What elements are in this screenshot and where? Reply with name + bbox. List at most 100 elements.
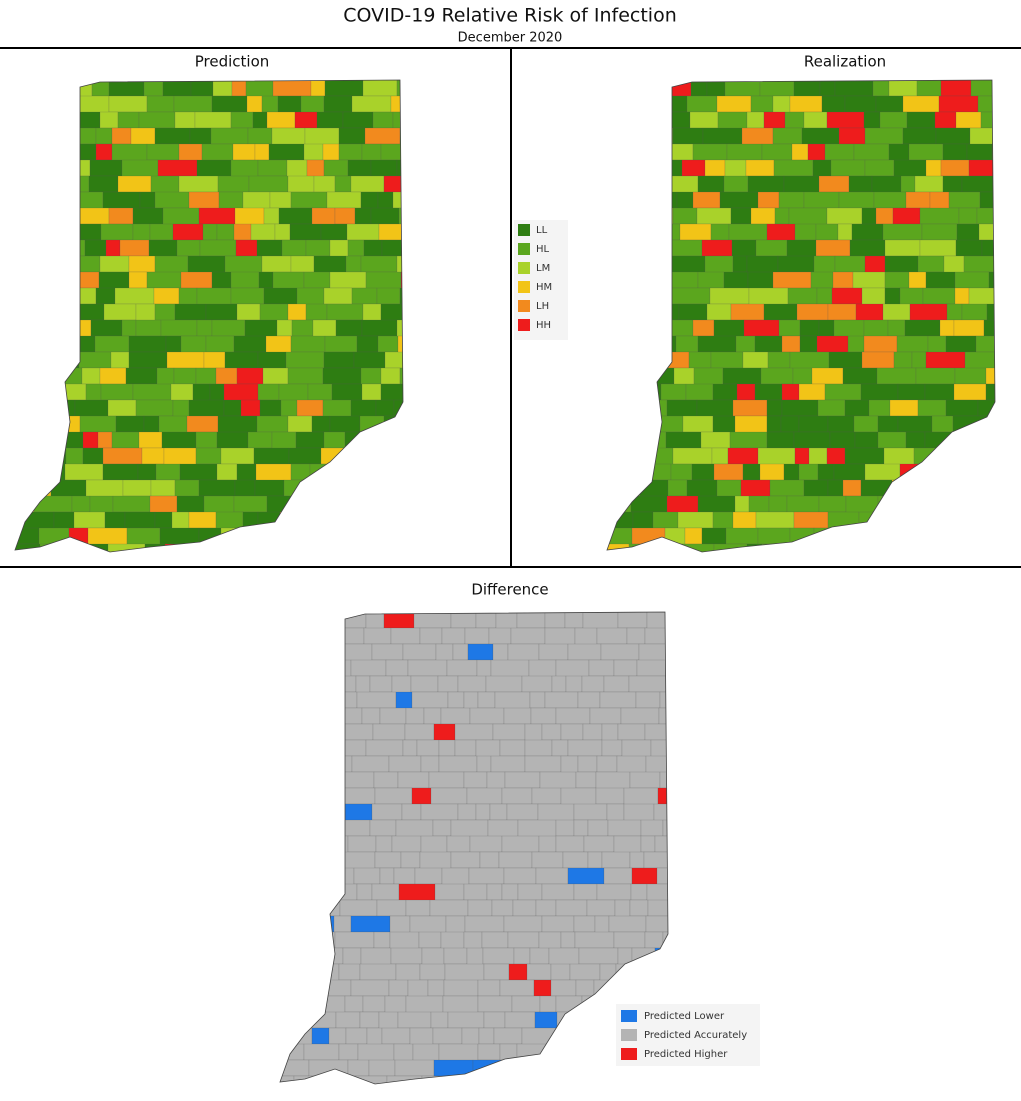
- region: [259, 399, 282, 417]
- region: [333, 915, 352, 933]
- region: [660, 271, 699, 289]
- region: [851, 223, 884, 241]
- region: [280, 1043, 305, 1061]
- region: [356, 335, 379, 353]
- region: [71, 111, 101, 129]
- region: [839, 543, 861, 552]
- region: [45, 239, 86, 257]
- region: [359, 495, 378, 513]
- region: [323, 351, 355, 369]
- region: [438, 739, 456, 757]
- region: [338, 787, 376, 805]
- region: [713, 463, 744, 481]
- region: [577, 1027, 600, 1061]
- region: [766, 399, 783, 417]
- region: [154, 191, 190, 209]
- region: [370, 207, 400, 225]
- region: [381, 239, 403, 257]
- region: [211, 271, 232, 289]
- region: [406, 416, 431, 432]
- region: [629, 111, 665, 129]
- region: [107, 399, 137, 417]
- region: [844, 447, 885, 465]
- region: [631, 979, 655, 997]
- region: [915, 367, 956, 385]
- region: [343, 707, 363, 725]
- region: [319, 1075, 336, 1084]
- region: [635, 303, 659, 321]
- region: [773, 159, 814, 177]
- region: [114, 287, 155, 305]
- region: [366, 511, 382, 529]
- region: [868, 399, 891, 417]
- region: [523, 1075, 548, 1084]
- region: [39, 223, 74, 241]
- legend-swatch: [621, 1029, 637, 1041]
- region: [350, 463, 383, 481]
- region: [380, 511, 400, 529]
- region: [954, 367, 987, 385]
- region: [361, 383, 382, 401]
- region: [195, 447, 222, 465]
- region: [526, 963, 552, 981]
- region: [373, 771, 399, 789]
- region: [324, 335, 358, 353]
- region: [393, 867, 416, 885]
- region: [345, 255, 362, 273]
- region: [607, 111, 631, 145]
- region: [350, 1075, 388, 1084]
- region: [887, 319, 906, 337]
- region: [596, 755, 618, 773]
- map-regions: [607, 80, 995, 552]
- region: [231, 80, 247, 97]
- title: COVID-19 Relative Risk of Infection: [343, 5, 677, 27]
- region: [15, 287, 46, 305]
- region: [942, 143, 968, 161]
- region: [374, 787, 413, 805]
- region: [70, 287, 97, 305]
- region: [198, 479, 236, 497]
- region: [464, 915, 505, 933]
- region: [640, 835, 656, 853]
- region: [224, 351, 259, 369]
- region: [347, 835, 377, 853]
- region: [565, 675, 583, 693]
- region: [344, 723, 374, 741]
- region: [854, 431, 879, 449]
- region: [402, 739, 418, 757]
- region: [311, 415, 331, 433]
- region: [100, 383, 134, 401]
- region: [490, 755, 526, 773]
- region: [223, 399, 242, 417]
- region: [889, 399, 919, 417]
- region: [419, 627, 443, 645]
- region: [176, 495, 205, 513]
- region: [815, 239, 851, 257]
- region: [940, 80, 972, 97]
- region: [589, 1059, 621, 1084]
- region: [876, 511, 895, 529]
- region: [697, 495, 736, 513]
- region: [280, 995, 310, 1013]
- region: [299, 691, 320, 709]
- region: [354, 207, 372, 225]
- region: [961, 303, 988, 321]
- region: [966, 143, 993, 161]
- region: [450, 851, 481, 869]
- region: [538, 835, 557, 853]
- region: [291, 543, 330, 552]
- region: [633, 127, 674, 145]
- region: [607, 479, 641, 497]
- legend-label: LH: [536, 301, 549, 312]
- region: [334, 675, 357, 693]
- region: [15, 175, 44, 193]
- region: [232, 143, 256, 161]
- region: [905, 431, 926, 449]
- region: [940, 159, 970, 177]
- region: [335, 319, 363, 337]
- region: [626, 367, 644, 385]
- region: [196, 319, 213, 337]
- region: [58, 175, 76, 193]
- region: [988, 271, 995, 289]
- region: [94, 335, 130, 353]
